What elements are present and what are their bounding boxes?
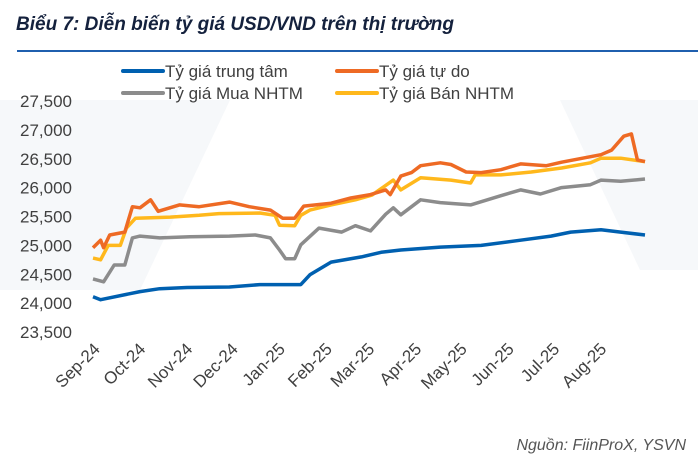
x-tick-label: Aug-25 xyxy=(558,339,610,391)
x-tick-label: Mar-25 xyxy=(327,339,379,391)
y-tick-label: 27,500 xyxy=(20,92,72,111)
chart-title: Biểu 7: Diễn biến tỷ giá USD/VND trên th… xyxy=(16,14,455,35)
y-tick-label: 27,000 xyxy=(20,121,72,140)
x-tick-label: Jun-25 xyxy=(468,339,518,389)
series-lines xyxy=(91,132,646,302)
x-tick-label: May-25 xyxy=(417,339,471,393)
y-axis: 23,500 24,000 24,500 25,000 25,500 26,000 26,5… xyxy=(20,92,72,342)
legend-label: Tỷ giá Bán NHTM xyxy=(379,84,514,103)
x-tick-label: Dec-24 xyxy=(190,339,242,391)
legend-label: Tỷ giá Mua NHTM xyxy=(165,84,303,103)
x-tick-label: Apr-25 xyxy=(376,339,426,389)
legend-label: Tỷ giá tự do xyxy=(379,62,470,81)
y-tick-label: 26,000 xyxy=(20,179,72,198)
y-tick-label: 26,500 xyxy=(20,150,72,169)
legend-label: Tỷ giá trung tâm xyxy=(165,62,288,81)
background-shape xyxy=(560,100,698,270)
x-tick-label: Oct-24 xyxy=(100,339,150,389)
source-note: Nguồn: FiinProX, YSVN xyxy=(516,437,686,454)
series-line-0 xyxy=(92,228,646,302)
y-tick-label: 25,500 xyxy=(20,208,72,227)
y-tick-label: 24,000 xyxy=(20,294,72,313)
background-shape xyxy=(0,100,230,290)
title-divider xyxy=(17,50,698,52)
legend: Tỷ giá trung tâm Tỷ giá tự do Tỷ giá Mua N… xyxy=(121,62,514,103)
series-line-2 xyxy=(92,177,646,284)
x-tick-label: Nov-24 xyxy=(144,339,196,391)
x-tick-label: Sep-24 xyxy=(52,339,104,391)
y-tick-label: 25,000 xyxy=(20,236,72,255)
x-tick-label: Jan-25 xyxy=(239,339,289,389)
series-line-1 xyxy=(91,132,646,250)
y-tick-label: 23,500 xyxy=(20,323,72,342)
x-axis: Sep-24Oct-24Nov-24Dec-24Jan-25Feb-25Mar-… xyxy=(52,339,611,393)
x-tick-label: Jul-25 xyxy=(517,339,563,385)
y-tick-label: 24,500 xyxy=(20,265,72,284)
x-tick-label: Feb-25 xyxy=(284,339,336,391)
